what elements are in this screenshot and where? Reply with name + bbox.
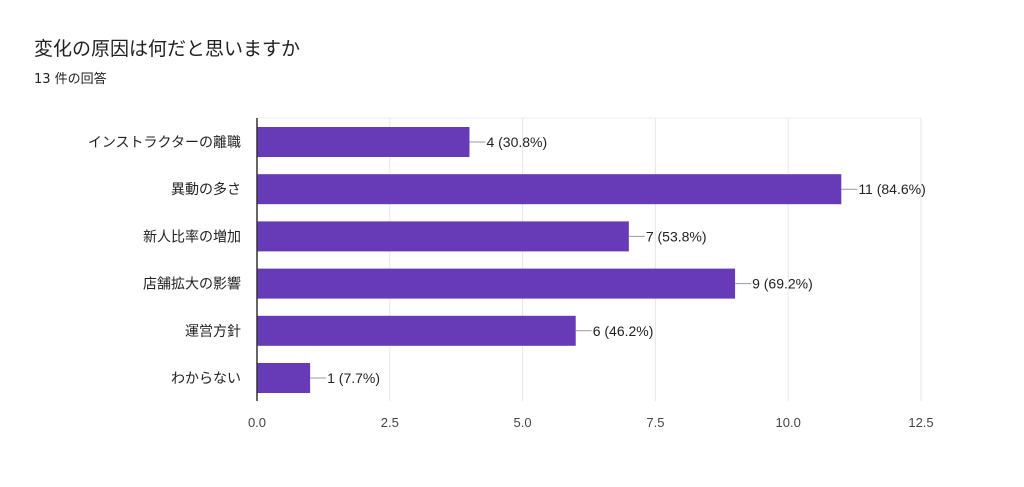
x-tick-label: 0.0 bbox=[248, 415, 266, 430]
bar bbox=[257, 268, 736, 299]
x-tick-label: 5.0 bbox=[514, 415, 532, 430]
bar bbox=[257, 315, 576, 346]
category-label: 運営方針 bbox=[185, 324, 241, 340]
chart-title: 変化の原因は何だと思いますか bbox=[34, 38, 301, 60]
data-label: 9 (69.2%) bbox=[752, 276, 813, 292]
category-label: 店舗拡大の影響 bbox=[143, 276, 241, 293]
data-label: 1 (7.7%) bbox=[327, 370, 380, 386]
category-label: 異動の多さ bbox=[171, 181, 241, 198]
bar bbox=[257, 174, 842, 205]
bar bbox=[257, 127, 470, 157]
data-label: 11 (84.6%) bbox=[858, 181, 925, 197]
response-count: 13 件の回答 bbox=[34, 72, 107, 87]
x-tick-label: 12.5 bbox=[908, 415, 933, 430]
x-tick-label: 7.5 bbox=[646, 415, 664, 430]
x-tick-label: 10.0 bbox=[776, 415, 801, 430]
data-label: 4 (30.8%) bbox=[486, 134, 547, 150]
category-label: わからない bbox=[171, 371, 241, 387]
category-label: インストラクターの離職 bbox=[88, 134, 241, 151]
x-tick-label: 2.5 bbox=[381, 415, 399, 430]
data-label: 7 (53.8%) bbox=[646, 228, 707, 244]
data-label: 6 (46.2%) bbox=[593, 323, 654, 339]
bar bbox=[257, 363, 311, 393]
bar bbox=[257, 221, 629, 252]
category-label: 新人比率の増加 bbox=[143, 228, 241, 245]
